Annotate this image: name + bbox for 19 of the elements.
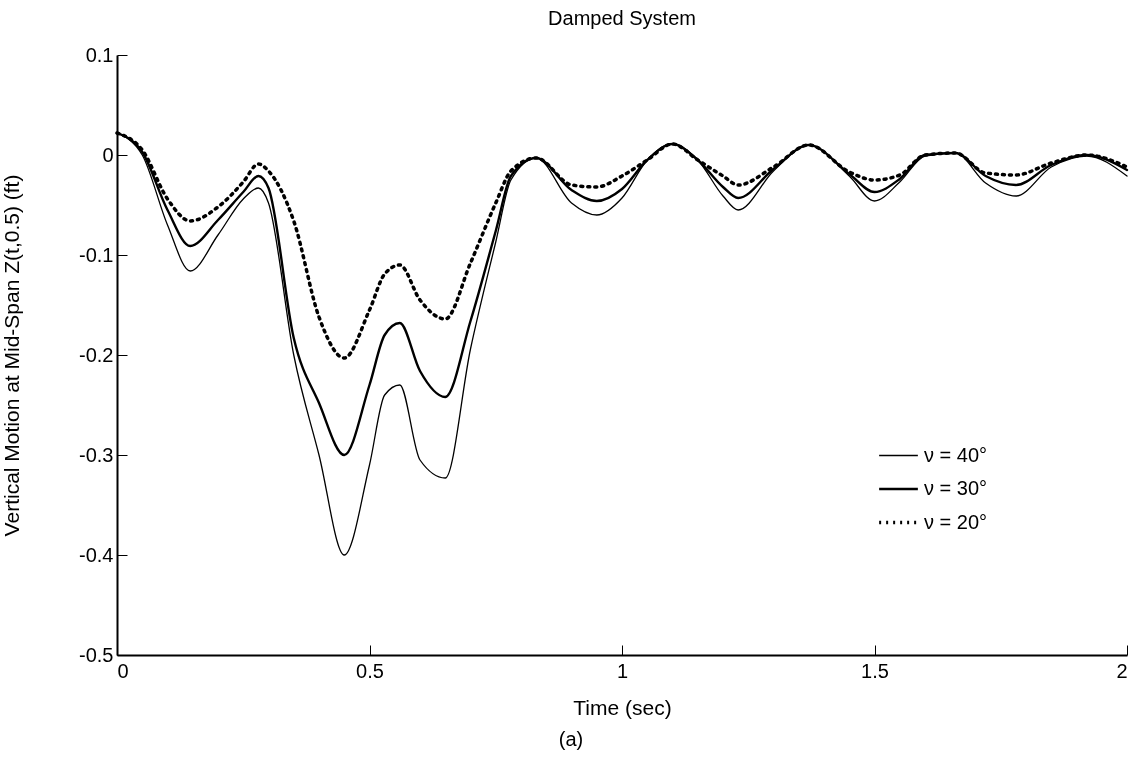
legend-label: ν = 40° [924, 443, 988, 466]
x-axis-title: Time (sec) [573, 695, 672, 719]
y-axis-title: Vertical Motion at Mid-Span Z(t,0.5) (ft) [0, 174, 23, 537]
legend-label: ν = 20° [924, 510, 988, 533]
x-tick-label: 1.5 [861, 659, 889, 682]
y-tick-label: -0.2 [79, 343, 114, 366]
x-tick-label: 2 [1116, 659, 1128, 682]
y-tick-label: -0.4 [79, 543, 114, 566]
y-tick-label: -0.3 [79, 443, 114, 466]
chart-title: Damped System [548, 7, 696, 29]
y-tick-label: 0 [102, 143, 114, 166]
x-tick-label: 0.5 [356, 659, 384, 682]
x-tick-label: 0 [117, 659, 129, 682]
x-tick-label: 1 [616, 659, 629, 682]
text: (a) [557, 728, 585, 751]
legend-label: ν = 30° [924, 477, 988, 499]
y-tick-label: 0.1 [85, 43, 114, 66]
y-tick-label: -0.5 [79, 643, 114, 666]
y-tick-label: -0.1 [79, 243, 114, 266]
